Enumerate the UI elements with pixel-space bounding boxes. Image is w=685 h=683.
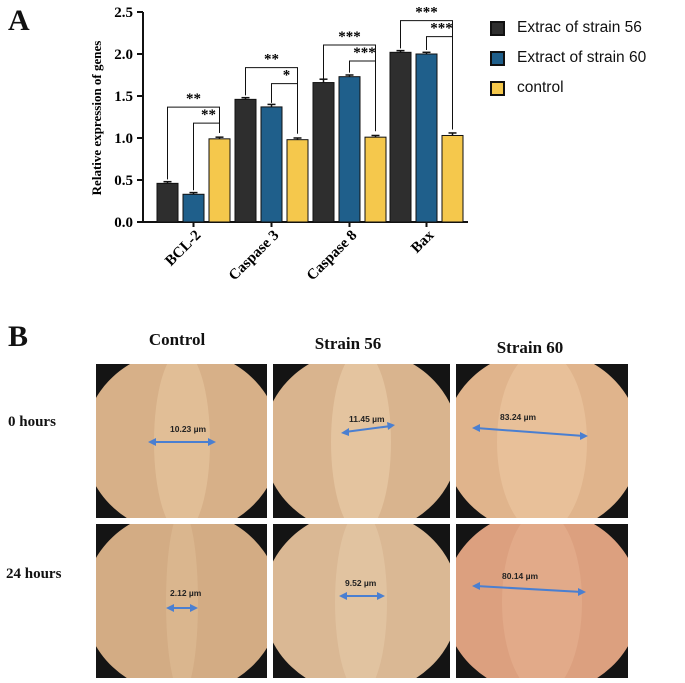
bar [338,76,361,223]
row-header-0h: 0 hours [8,414,56,430]
significance-bracket-inner [193,122,220,191]
y-tick-label: 1.5 [114,89,133,105]
chart-legend: Extrac of strain 56 Extract of strain 60… [490,14,646,104]
x-tick-label: BCL-2 [162,228,204,270]
legend-label-extract56: Extrac of strain 56 [517,19,642,36]
column-header-strain60: Strain 60 [496,338,564,357]
micrograph-strain60-0h: 83.24 µm [456,364,628,518]
significance-inner-label: *** [353,45,376,61]
column-header-control: Control [148,330,206,349]
significance-bracket-inner [271,83,298,134]
bar [182,193,205,223]
bar [208,138,231,223]
significance-inner-label: *** [430,21,453,37]
micrograph-strain56-24h: 9.52 µm [273,524,450,678]
legend-label-control: control [517,79,564,96]
significance-outer-label: *** [338,29,361,45]
legend-label-extract60: Extract of strain 60 [517,49,647,66]
measurement-strain56-0h: 11.45 µm [349,414,385,424]
micrograph-control-24h: 2.12 µm [96,524,267,678]
bar [441,134,464,223]
bar [312,82,335,223]
significance-outer-label: ** [264,52,279,68]
bar [389,51,412,223]
measurement-strain56-24h: 9.52 µm [345,578,377,588]
bar [364,136,387,223]
column-header-strain56: Strain 56 [314,334,382,353]
row-header-24h: 24 hours [6,566,62,582]
legend-item-extract56: Extrac of strain 56 [490,14,646,42]
measurement-strain60-24h: 80.14 µm [502,571,539,581]
measurement-strain60-0h: 83.24 µm [500,412,537,422]
legend-swatch-extract60 [490,50,505,66]
y-tick-label: 0.5 [114,173,133,189]
bar [260,106,283,223]
x-tick-label: Caspase 3 [226,228,282,284]
significance-bracket-inner [349,60,376,132]
bar [234,98,257,223]
significance-outer-label: ** [186,91,201,107]
legend-swatch-control [490,80,505,96]
legend-item-extract60: Extract of strain 60 [490,44,646,72]
panel-a-label: A [8,4,30,37]
y-tick-label: 0.0 [114,215,133,231]
y-tick-label: 2.5 [114,5,133,21]
measurement-control-0h: 10.23 µm [170,424,207,434]
y-axis-title: Relative expression of genes [89,41,104,196]
y-tick-label: 1.0 [114,131,133,147]
legend-item-control: control [490,74,646,102]
significance-inner-label: ** [201,107,216,123]
legend-swatch-extract56 [490,20,505,36]
significance-bracket-outer [167,106,220,180]
micrograph-strain60-24h: 80.14 µm [456,524,628,678]
significance-bracket-inner [426,36,453,130]
y-tick-label: 2.0 [114,47,133,63]
micrograph-control-0h: 10.23 µm [96,364,267,518]
significance-inner-label: * [283,68,291,84]
micrograph-strain56-0h: 11.45 µm [273,364,450,518]
bar [415,53,438,223]
bar [156,182,179,223]
gene-expression-chart: 0.0 0.5 1.0 1.5 2.0 2.5 Relative expression of… [89,5,468,284]
significance-outer-label: *** [415,5,438,21]
measurement-control-24h: 2.12 µm [170,588,202,598]
x-tick-label: Bax [408,227,437,256]
x-tick-label: Caspase 8 [304,228,360,284]
panel-b-label: B [8,320,29,353]
bar [286,139,309,223]
